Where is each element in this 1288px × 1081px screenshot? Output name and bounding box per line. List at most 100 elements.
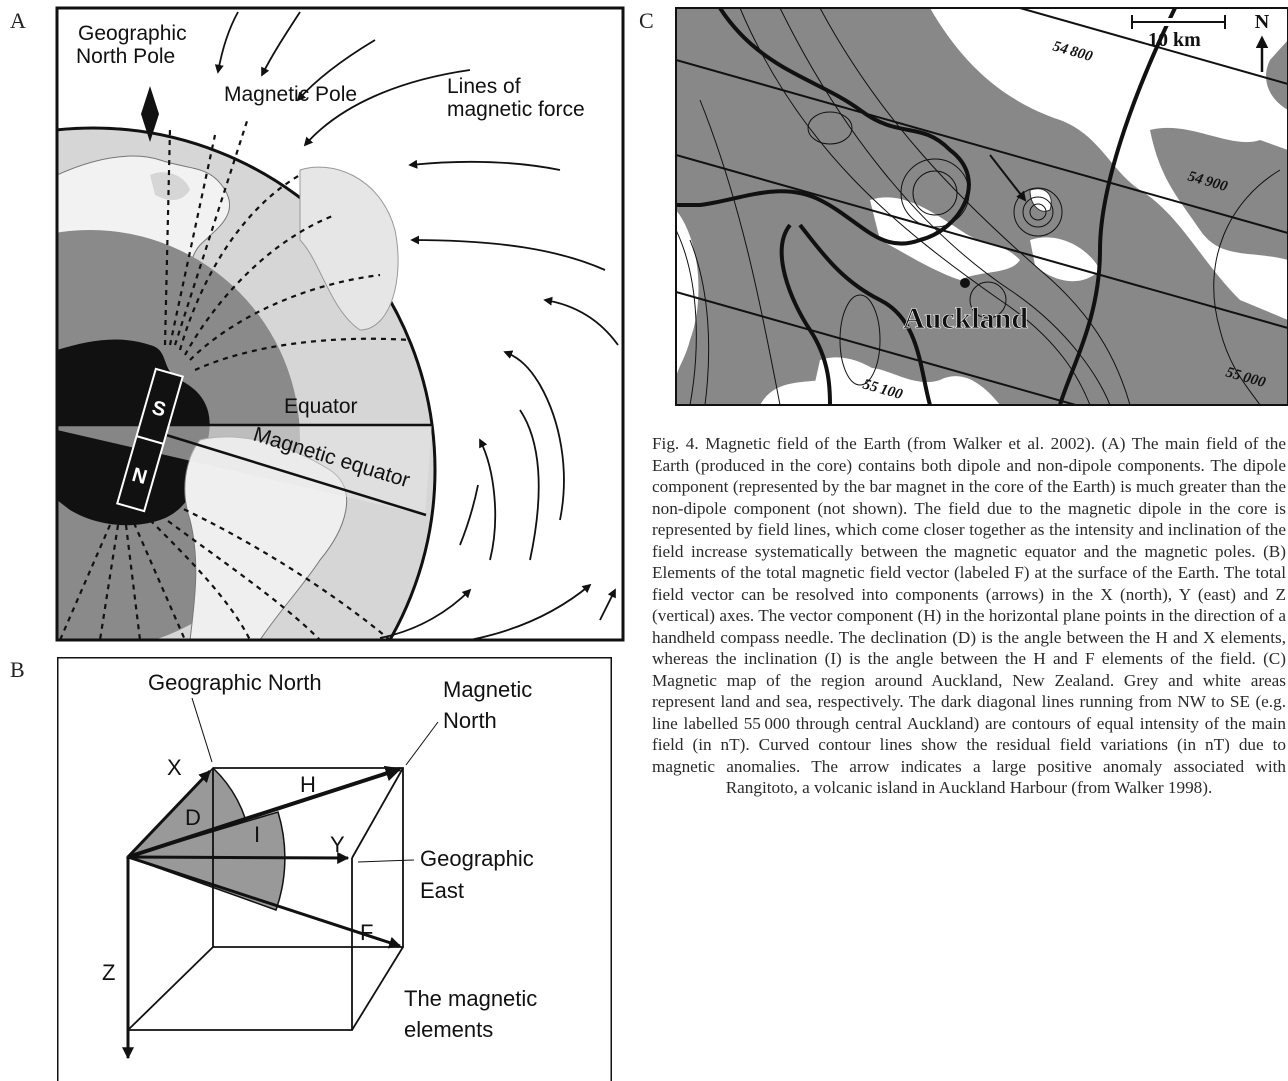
shape-path: [296, 39, 376, 102]
shape-line: [351, 767, 404, 859]
external-field-lines: [214, 11, 619, 640]
figure-caption: Fig. 4. Magnetic field of the Earth (fro…: [652, 434, 1286, 797]
cube: [127, 767, 404, 1031]
shape-path: [194, 337, 411, 372]
shape-path: [410, 235, 606, 271]
shape-path: [676, 8, 971, 246]
shape-circle: [1013, 187, 1063, 237]
axis-label: North: [443, 708, 497, 733]
panel-b-title: elements: [404, 1017, 493, 1042]
shape-line: [351, 946, 404, 1031]
shape-path: [178, 174, 301, 351]
shape-path: [1058, 8, 1177, 405]
panel-label: B: [10, 657, 25, 682]
shape-line: [191, 697, 213, 763]
shape-circle: [969, 281, 1007, 319]
shape-path: [469, 583, 592, 640]
shape-path: [519, 409, 540, 561]
place-label: Auckland: [903, 302, 1028, 335]
panel-label: C: [639, 8, 654, 33]
residual-contours: [676, 8, 1281, 405]
shape-path: [149, 519, 251, 640]
pole-label: Geographic: [78, 22, 187, 45]
force-label: Lines of: [447, 75, 521, 98]
panel-c: 10 km N 54 800 54 900 55 000 55 100 Auck…: [676, 8, 1288, 405]
angle-label: D: [185, 805, 201, 830]
shape-path: [163, 127, 172, 346]
shape-line: [676, 154, 1288, 329]
shape-path: [819, 8, 1131, 405]
shape-path: [676, 229, 697, 405]
vector-label: H: [300, 772, 316, 797]
shape-path: [1213, 169, 1281, 405]
shape-path: [676, 8, 1288, 405]
shape-circle: [1022, 196, 1054, 228]
scale-label: 10 km: [1148, 29, 1201, 51]
shape-path: [779, 8, 1111, 405]
vectors: [122, 697, 439, 1060]
magnet-pole-label: S: [149, 397, 168, 422]
shape-line: [1019, 8, 1288, 85]
shape-path: [174, 504, 391, 640]
internal-field-lines: [58, 117, 411, 640]
shape-path: [1029, 188, 1052, 212]
anomaly-arrow: [989, 154, 1027, 202]
main-field-contours: [676, 8, 1288, 405]
zero-contours: [676, 8, 1177, 405]
panel-a-frame: [55, 6, 625, 642]
axis-label: Magnetic: [443, 677, 532, 702]
shape-line: [127, 946, 214, 1031]
scale-bar: [1131, 15, 1226, 29]
shape-path: [303, 69, 471, 147]
shape-path: [1150, 127, 1288, 261]
shape-path: [503, 350, 565, 521]
shape-path: [1266, 40, 1288, 110]
shape-line: [126, 769, 212, 859]
shape-path: [676, 8, 750, 300]
shape-path: [810, 357, 900, 405]
shape-line: [676, 59, 1288, 234]
shape-line: [676, 291, 1080, 405]
shape-path: [150, 172, 190, 200]
axis-label: Geographic North: [148, 670, 322, 695]
axis-label: Geographic: [420, 846, 534, 871]
force-label: magnetic force: [447, 98, 585, 121]
shape-path: [58, 524, 112, 640]
shape-path: [261, 11, 301, 77]
shape-path: [779, 223, 832, 405]
bar-magnet: S N: [116, 367, 184, 513]
shape-path: [132, 522, 187, 640]
city-marker: [960, 278, 970, 288]
shape-path: [798, 223, 932, 405]
shape-path: [689, 239, 710, 405]
vector-label: F: [360, 920, 373, 945]
axis-label: East: [420, 878, 464, 903]
shape-path: [159, 514, 321, 640]
vector-label: Z: [102, 960, 115, 985]
shape-path: [543, 296, 619, 346]
shape-line: [136, 435, 164, 445]
shape-path: [699, 99, 781, 405]
angle-label: I: [254, 822, 260, 847]
magnet-pole-label: N: [130, 464, 150, 489]
magnetic-pole-label: Magnetic Pole: [224, 83, 357, 106]
panel-b: Geographic North Magnetic North X H D I …: [57, 657, 612, 1081]
shape-line: [127, 855, 402, 949]
shape-circle: [912, 170, 958, 216]
shape-path: [214, 11, 239, 74]
shape-line: [127, 851, 350, 864]
equator-label: Equator: [284, 395, 358, 418]
shape-ellipse: [807, 111, 853, 145]
panel-label: A: [10, 8, 26, 33]
shape-path: [739, 8, 1091, 405]
pole-label: North Pole: [76, 45, 175, 68]
panel-b-title: The magnetic: [404, 986, 537, 1011]
magnetic-equator-line: [149, 428, 427, 517]
vector-label: Y: [330, 832, 345, 857]
shape-path: [189, 273, 381, 361]
shape-path: [599, 588, 616, 621]
shape-path: [299, 166, 399, 331]
